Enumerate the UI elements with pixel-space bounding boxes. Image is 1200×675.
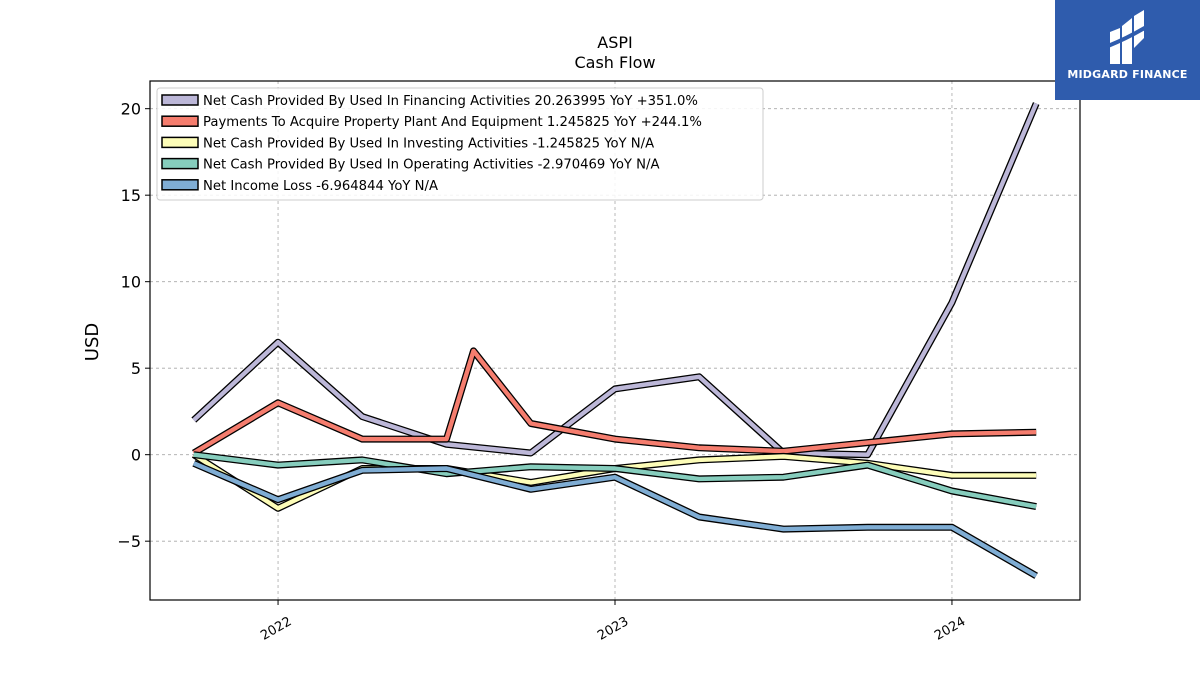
series-line-2 [192,348,1037,455]
y-tick-label: 15 [121,186,141,205]
legend-label: Net Cash Provided By Used In Operating A… [203,158,659,173]
midgard-finance-logo: MIDGARD FINANCE [1055,0,1200,100]
x-tick-label: 2022 [258,614,294,644]
logo-text: MIDGARD FINANCE [1067,68,1188,81]
legend-label: Net Cash Provided By Used In Financing A… [203,94,698,109]
x-tick-label: 2023 [595,614,631,644]
legend-label: Payments To Acquire Property Plant And E… [203,115,702,130]
legend-box [156,87,764,201]
legend-swatch [161,94,199,106]
series-lines [191,102,1040,579]
series-line-5 [192,461,1038,578]
y-tick-label: 0 [131,446,141,465]
legend-swatch [161,136,199,149]
midgard-logo-icon [1107,10,1150,64]
y-tick-label: −5 [117,532,141,551]
chart-title: ASPI [597,33,632,52]
y-tick-label: 20 [121,100,141,119]
y-axis-label: USD [82,323,103,361]
legend-swatch [161,179,199,191]
legend-swatch [161,115,199,127]
legend-label: Net Income Loss -6.964844 YoY N/A [203,179,438,194]
legend-swatch [161,157,199,170]
x-tick-label: 2024 [932,614,968,644]
y-tick-label: 5 [131,359,141,378]
y-tick-label: 10 [121,273,141,292]
series-line-4 [193,452,1037,509]
legend-label: Net Cash Provided By Used In Investing A… [203,136,654,151]
legend: Net Cash Provided By Used In Financing A… [156,87,764,201]
chart-subtitle: Cash Flow [574,53,655,72]
series-line-1 [192,102,1039,457]
